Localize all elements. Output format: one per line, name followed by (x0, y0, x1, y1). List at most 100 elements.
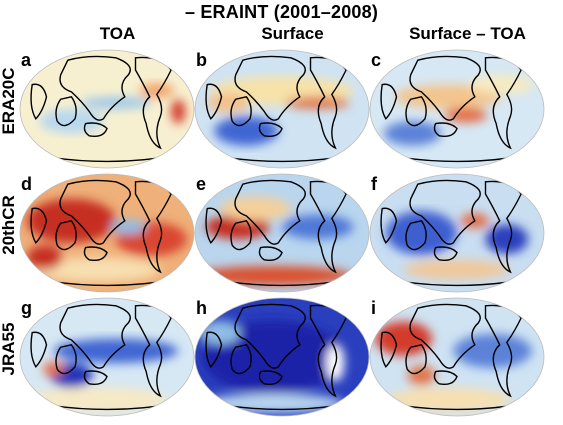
coastline (205, 331, 223, 368)
coastline (405, 220, 427, 251)
coastline (234, 55, 306, 121)
panel-label-b: b (196, 50, 207, 70)
panel-label-i: i (371, 298, 377, 318)
coastline (380, 331, 398, 368)
anomaly-field (26, 245, 63, 270)
coastline (403, 281, 511, 287)
anomaly-field (207, 93, 250, 113)
coastline (409, 303, 481, 369)
anomaly-field (35, 257, 161, 282)
column-header-surface-minus-toa: Surface – TOA (409, 24, 526, 43)
coastline (59, 179, 131, 245)
coastline (405, 96, 427, 127)
anomaly-field (394, 84, 502, 109)
panel-label-f: f (371, 174, 377, 194)
coastline (59, 55, 131, 121)
coastline (134, 304, 172, 398)
map-outline (194, 173, 370, 293)
coastline (30, 331, 48, 368)
coastline (55, 220, 77, 251)
anomaly-field (39, 109, 104, 134)
coastline (55, 96, 77, 127)
map-panel-a (19, 49, 195, 169)
column-header-toa: TOA (99, 24, 136, 43)
panel-label-h: h (196, 298, 207, 318)
coastline (380, 207, 398, 244)
map-outline (19, 173, 195, 293)
panel-label-d: d (21, 174, 32, 194)
coastline (258, 246, 283, 261)
anomaly-field (201, 393, 345, 414)
map-panel-b (194, 49, 370, 169)
figure-title: – ERAINT (2001–2008) (184, 2, 379, 22)
coastline (53, 157, 161, 163)
coastline (258, 122, 283, 137)
coastline (83, 246, 108, 261)
anomaly-field (385, 211, 457, 255)
anomaly-field (198, 320, 242, 345)
column-header-surface: Surface (261, 24, 324, 43)
map-panel-c (369, 49, 545, 169)
coastline (53, 281, 161, 287)
coastline (230, 344, 252, 375)
coastline (405, 344, 427, 375)
coastline (484, 304, 522, 398)
coastline (403, 157, 511, 163)
coastline (30, 83, 48, 120)
anomaly-field (469, 74, 534, 95)
anomaly-field (485, 224, 529, 254)
panel-label-a: a (21, 50, 32, 70)
coastline (409, 55, 481, 121)
coastline (30, 207, 48, 244)
map-panel-g (19, 297, 195, 417)
anomaly-field (444, 107, 488, 123)
coastline (230, 220, 252, 251)
anomaly-field (453, 333, 532, 368)
coastline (403, 405, 511, 411)
coastline (228, 157, 336, 163)
map-outline (194, 297, 370, 417)
coastline (205, 207, 223, 244)
map-outline (369, 297, 545, 417)
anomaly-field (110, 219, 147, 235)
row-header-20thcr: 20thCR (0, 195, 18, 255)
map-outline (19, 297, 195, 417)
map-outline (19, 49, 195, 169)
coastline (433, 246, 458, 261)
coastline (380, 83, 398, 120)
coastline (433, 370, 458, 385)
map-panel-h (194, 297, 370, 417)
coastline (134, 180, 172, 274)
anomaly-field (195, 265, 354, 286)
anomaly-field (219, 196, 291, 221)
anomaly-field (384, 121, 441, 146)
anomaly-field (26, 387, 170, 412)
map-background (20, 50, 194, 168)
anomaly-field (285, 96, 350, 109)
coastline (409, 179, 481, 245)
coastline (228, 405, 336, 411)
map-panel-i (369, 297, 545, 417)
coastline (230, 96, 252, 127)
row-header-jra55: JRA55 (0, 322, 18, 376)
coastline (83, 370, 108, 385)
coastline (258, 370, 283, 385)
anomaly-field (403, 259, 511, 280)
panel-label-e: e (196, 174, 207, 194)
coastline (134, 56, 172, 150)
anomaly-field (171, 99, 186, 124)
coastline (234, 179, 306, 245)
coastline (484, 56, 522, 150)
map-panel-d (19, 173, 195, 293)
coastline (55, 344, 77, 375)
coastline (433, 122, 458, 137)
coastline (228, 281, 336, 287)
coastline (205, 83, 223, 120)
map-panel-f (369, 173, 545, 293)
coastline (53, 405, 161, 411)
coastline (83, 122, 108, 137)
panel-label-g: g (21, 298, 32, 318)
anomaly-field (385, 387, 511, 412)
anomaly-field (375, 321, 433, 356)
anomaly-field (407, 365, 436, 386)
